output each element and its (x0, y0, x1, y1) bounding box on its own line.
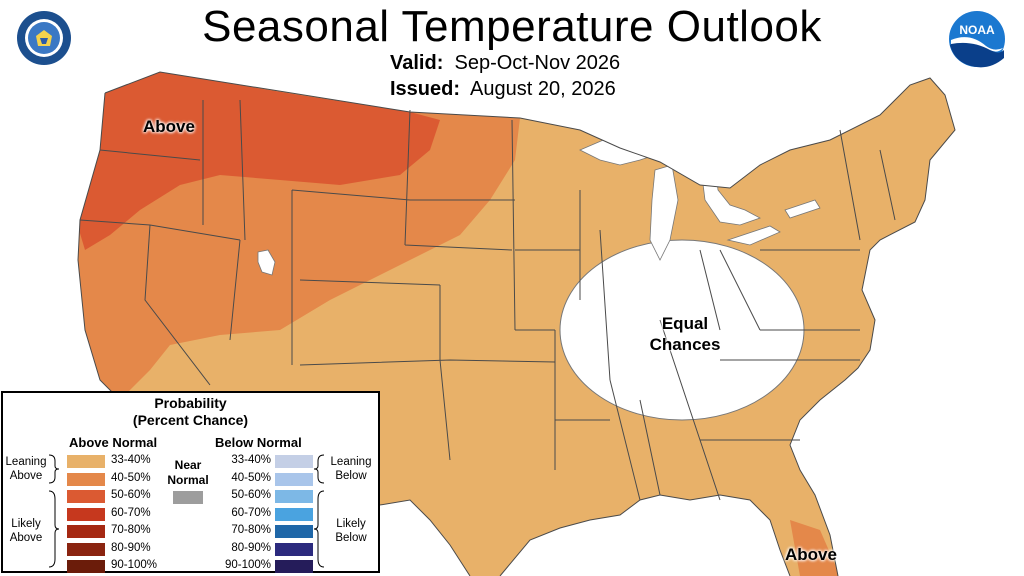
below-normal-label: 40-50% (231, 471, 271, 484)
below-normal-label: 80-90% (231, 541, 271, 554)
leaning-below-line2: Below (335, 470, 367, 482)
valid-line: Valid: Sep-Oct-Nov 2026 (390, 52, 620, 75)
likely-above-line1: Likely (11, 518, 41, 530)
below-normal-label: 70-80% (231, 524, 271, 536)
likely-below-label: Likely Below (328, 517, 374, 545)
probability-legend: Probability (Percent Chance) Above Norma… (1, 391, 380, 573)
above-normal-label: 50-60% (111, 489, 151, 501)
below-normal-swatch (275, 542, 313, 556)
issued-label: Issued: (390, 78, 461, 100)
noaa-logo-text: NOAA (959, 23, 995, 37)
above-northwest-label: Above (143, 117, 195, 136)
likely-below-brace-icon (313, 490, 325, 568)
valid-value: Sep-Oct-Nov 2026 (454, 52, 621, 74)
below-normal-heading: Below Normal (215, 435, 302, 450)
leaning-below-label: Leaning Below (328, 455, 374, 483)
leaning-above-brace-icon (48, 454, 60, 484)
equal-chances-line1: Equal (661, 314, 709, 333)
issued-line: Issued: August 20, 2026 (390, 78, 616, 101)
above-normal-swatch (67, 507, 105, 521)
above-normal-swatch (67, 560, 105, 573)
noaa-logo-icon: NOAA (949, 11, 1005, 68)
below-normal-label: 33-40% (231, 454, 271, 466)
above-50-60-area (78, 72, 440, 250)
below-normal-swatch (275, 472, 313, 486)
above-normal-label: 60-70% (111, 506, 151, 519)
above-normal-label: 70-80% (111, 524, 151, 536)
above-normal-label: 80-90% (111, 541, 151, 554)
above-normal-swatch (67, 542, 105, 556)
below-normal-swatch (275, 525, 313, 538)
near-normal-label: Near Normal (163, 458, 213, 488)
above-normal-swatch (67, 455, 105, 468)
leaning-above-label: Leaning Above (5, 455, 47, 483)
likely-below-line1: Likely (336, 518, 366, 530)
below-normal-label: 60-70% (231, 506, 271, 519)
below-normal-label: 90-100% (224, 559, 271, 571)
legend-title: Probability (Percent Chance) (3, 395, 378, 429)
below-normal-label: 50-60% (231, 489, 271, 501)
above-normal-label: 33-40% (111, 454, 151, 466)
leaning-above-line2: Above (9, 470, 43, 482)
above-normal-heading: Above Normal (69, 435, 158, 450)
valid-label: Valid: (390, 52, 444, 74)
near-normal-swatch (173, 491, 203, 504)
above-normal-swatch (67, 525, 105, 538)
likely-above-brace-icon (48, 490, 60, 568)
likely-above-label: Likely Above (5, 517, 47, 545)
page-title: Seasonal Temperature Outlook (202, 2, 822, 51)
leaning-below-line1: Leaning (330, 456, 372, 468)
leaning-above-line1: Leaning (5, 456, 47, 468)
equal-chances-label: Equal Chances (640, 313, 730, 355)
near-normal-line1: Near (174, 458, 202, 472)
issued-value: August 20, 2026 (470, 78, 616, 100)
above-florida-label: Above (785, 545, 837, 564)
above-normal-label: 40-50% (111, 471, 151, 484)
below-normal-swatch (275, 490, 313, 503)
above-normal-swatch (67, 472, 105, 486)
above-florida-area (790, 520, 840, 576)
below-normal-swatch (275, 507, 313, 521)
state-borders (77, 71, 956, 576)
likely-above-line2: Above (9, 532, 43, 544)
leaning-below-brace-icon (313, 454, 325, 484)
above-normal-label: 90-100% (111, 559, 158, 571)
below-normal-swatch (275, 455, 313, 468)
great-salt-lake (257, 249, 276, 276)
above-normal-swatch (67, 490, 105, 503)
department-of-commerce-seal-icon (17, 11, 71, 65)
near-normal-line2: Normal (167, 473, 209, 487)
equal-chances-line2: Chances (649, 335, 721, 354)
likely-below-line2: Below (335, 532, 367, 544)
legend-title-line2: (Percent Chance) (132, 412, 249, 428)
legend-title-line1: Probability (154, 395, 227, 411)
below-normal-swatch (275, 560, 313, 573)
